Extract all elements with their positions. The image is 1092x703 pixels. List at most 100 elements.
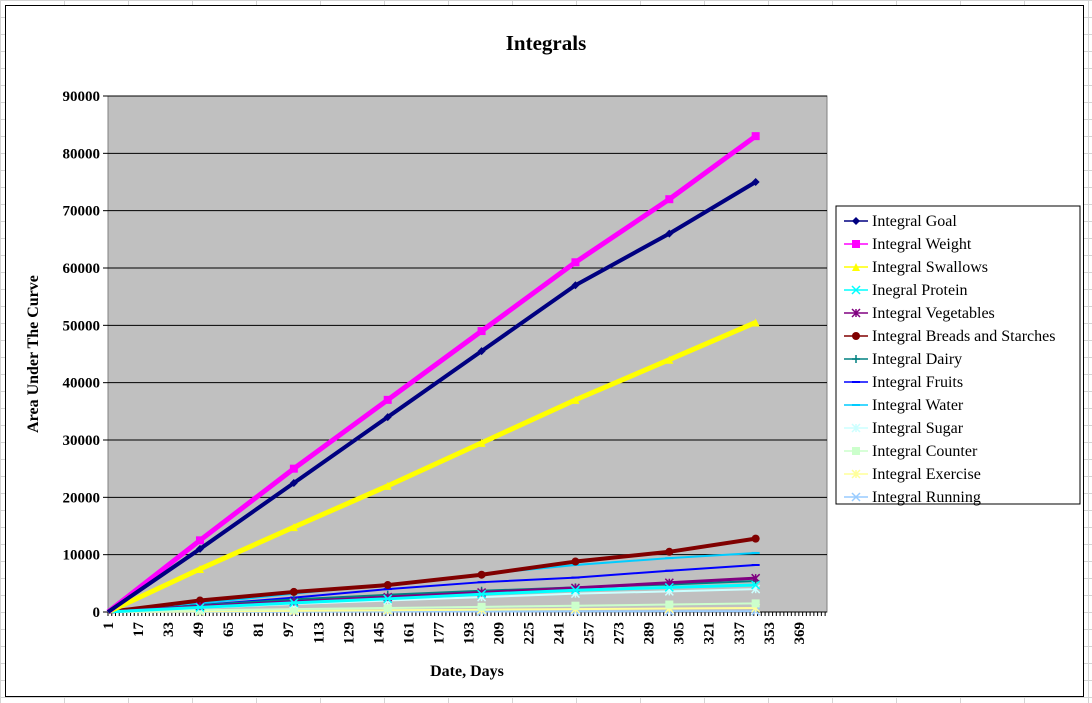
data-point <box>383 603 392 612</box>
legend-item[interactable]: Integral Vegetables <box>844 305 995 322</box>
data-point <box>195 602 205 612</box>
y-tick-label: 10000 <box>63 548 101 564</box>
legend-label: Integral Counter <box>872 443 978 460</box>
legend-label: Integral Vegetables <box>872 305 995 322</box>
series-integral-breads-and-starches <box>107 534 760 614</box>
data-point <box>383 481 392 490</box>
x-tick-label: 337 <box>732 622 748 645</box>
data-point <box>665 600 674 609</box>
data-point <box>477 438 486 447</box>
data-point <box>852 355 860 363</box>
data-point <box>665 229 674 238</box>
legend-item[interactable]: Integral Breads and Starches <box>844 328 1055 345</box>
x-tick-label: 209 <box>491 622 507 645</box>
x-tick-label: 33 <box>161 622 177 637</box>
data-point <box>571 258 580 267</box>
x-tick-label: 129 <box>341 622 357 645</box>
x-tick-label: 353 <box>762 622 778 645</box>
data-point <box>195 565 204 573</box>
y-tick-label: 40000 <box>63 376 101 392</box>
data-point <box>383 594 393 604</box>
data-point <box>751 178 760 186</box>
x-tick-label: 225 <box>522 622 538 645</box>
data-point <box>477 602 486 611</box>
data-point <box>195 536 204 545</box>
x-tick-label: 273 <box>612 622 628 645</box>
data-point <box>289 464 298 473</box>
data-point <box>383 413 392 422</box>
x-tick-label: 97 <box>281 622 297 638</box>
legend-box <box>835 205 1081 505</box>
y-tick-label: 30000 <box>63 433 101 449</box>
x-tick-label: 161 <box>401 622 417 645</box>
series-integral-goal <box>106 178 760 614</box>
legend-item[interactable]: Integral Dairy <box>844 351 962 368</box>
data-point <box>851 469 861 479</box>
x-tick-label: 321 <box>702 622 718 645</box>
data-point <box>289 598 299 608</box>
data-point <box>852 263 860 271</box>
data-point <box>477 589 487 599</box>
legend-item[interactable]: Inegral Protein <box>844 282 968 299</box>
legend-label: Integral Breads and Starches <box>872 328 1055 345</box>
x-tick-label: 369 <box>792 622 808 645</box>
data-point <box>477 347 486 356</box>
legend-label: Integral Water <box>872 397 964 414</box>
data-point <box>851 285 861 295</box>
data-point <box>477 327 486 336</box>
x-tick-label: 289 <box>642 622 658 645</box>
x-tick-label: 145 <box>371 622 387 645</box>
legend-label: Integral Running <box>872 489 981 506</box>
x-tick-label: 17 <box>131 622 147 638</box>
series-line <box>106 134 758 614</box>
data-point <box>751 318 760 327</box>
y-tick-label: 90000 <box>63 89 101 105</box>
data-point <box>751 580 761 590</box>
y-axis-ticks: 0 10000 20000 30000 40000 50000 60000 70000 8000… <box>63 89 108 621</box>
series-line <box>106 180 757 614</box>
y-tick-label: 50000 <box>63 318 101 334</box>
series-integral-swallows <box>106 318 760 615</box>
series-line <box>107 606 756 613</box>
data-point <box>665 355 674 364</box>
series-inegral-protein <box>107 580 761 614</box>
x-tick-label: 65 <box>221 622 237 637</box>
legend[interactable]: Integral Goal Integral Weight Integral Swa… <box>835 205 1081 506</box>
data-point <box>751 599 760 608</box>
legend-label: Integral Exercise <box>872 466 981 483</box>
data-point <box>289 605 298 614</box>
legend-label: Inegral Protein <box>872 282 968 299</box>
legend-label: Integral Sugar <box>872 420 964 437</box>
plot-area <box>107 95 828 613</box>
legend-item[interactable]: Integral Fruits <box>844 374 963 391</box>
data-point <box>852 332 860 340</box>
legend-item[interactable]: Integral Goal <box>844 213 957 230</box>
y-tick-label: 0 <box>93 605 101 621</box>
x-tick-label: 177 <box>431 622 447 645</box>
legend-item[interactable]: Integral Counter <box>844 443 978 460</box>
data-point <box>751 132 760 141</box>
data-point <box>664 582 674 592</box>
data-point <box>571 281 580 290</box>
data-point <box>751 534 760 543</box>
series-integral-weight <box>106 132 760 614</box>
x-tick-label: 81 <box>251 622 267 637</box>
data-point <box>851 308 861 318</box>
data-point <box>852 447 860 455</box>
legend-item[interactable]: Integral Running <box>844 489 981 506</box>
data-point <box>751 573 761 583</box>
legend-item[interactable]: Integral Water <box>844 397 964 414</box>
legend-item[interactable]: Integral Exercise <box>844 466 981 483</box>
data-point <box>383 581 392 590</box>
data-point <box>571 557 580 566</box>
legend-item[interactable]: Integral Swallows <box>844 259 988 276</box>
legend-item[interactable]: Integral Sugar <box>844 420 964 437</box>
data-point <box>477 570 486 579</box>
legend-label: Integral Swallows <box>872 259 988 276</box>
data-point <box>570 585 580 595</box>
y-axis-title: Area Under The Curve <box>25 275 42 433</box>
data-point <box>289 479 298 487</box>
legend-item[interactable]: Integral Weight <box>844 236 972 253</box>
data-point <box>195 544 204 553</box>
chart-area[interactable]: Integrals 0 10000 20000 30000 40000 50000 6000… <box>5 5 1084 697</box>
